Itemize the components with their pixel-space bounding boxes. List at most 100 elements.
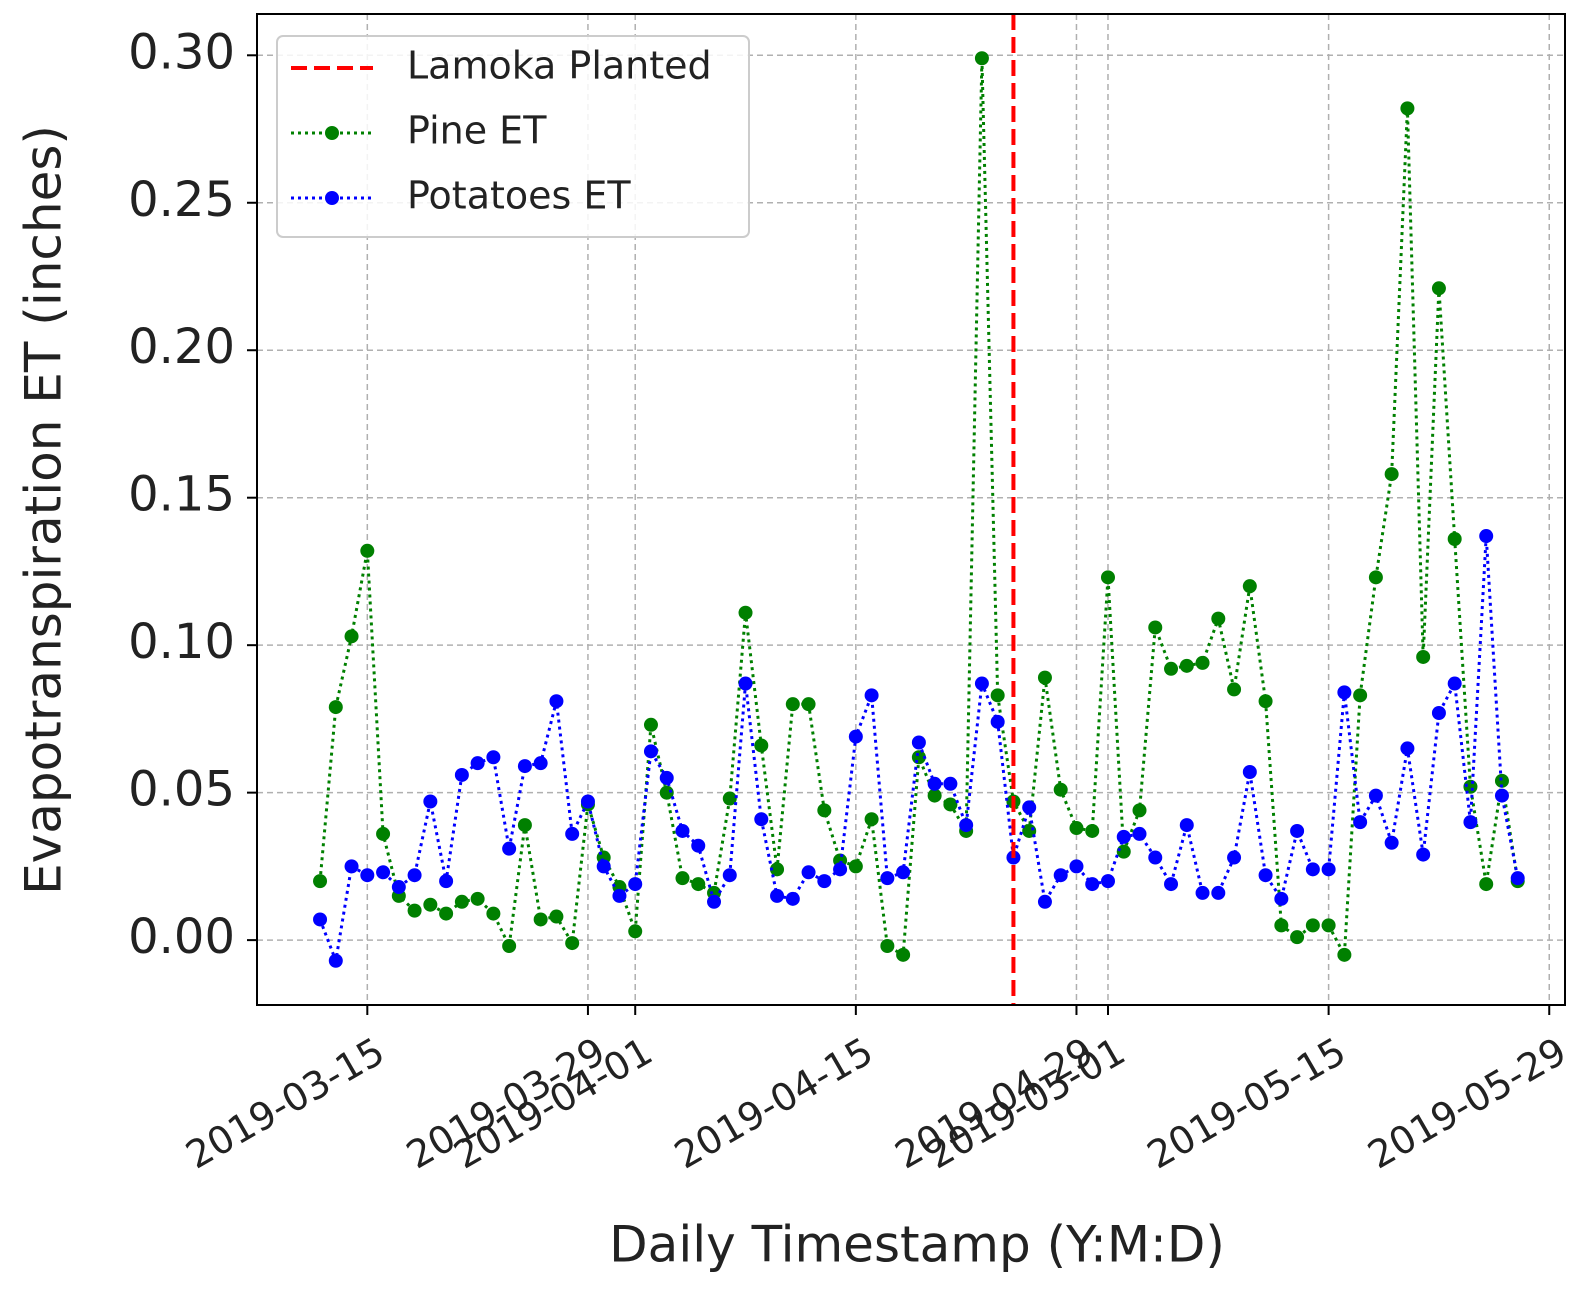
series-marker <box>990 688 1005 703</box>
series-marker <box>817 803 832 818</box>
series-marker <box>1290 930 1305 945</box>
series-marker <box>1179 658 1194 673</box>
y-tick-label: 0.05 <box>128 762 235 818</box>
series-marker <box>1148 850 1163 865</box>
series-marker <box>1242 764 1257 779</box>
series-marker <box>517 759 532 774</box>
y-tick-label: 0.00 <box>128 909 235 965</box>
series-marker <box>911 735 926 750</box>
series-marker <box>1447 676 1462 691</box>
series-marker <box>1431 706 1446 721</box>
series-marker <box>1353 688 1368 703</box>
series-marker <box>801 865 816 880</box>
legend-label: Lamoka Planted <box>407 44 712 88</box>
series-marker <box>596 859 611 874</box>
series-marker <box>754 812 769 827</box>
series-marker <box>628 924 643 939</box>
series-marker <box>1494 788 1509 803</box>
series-marker <box>722 791 737 806</box>
series-marker <box>580 794 595 809</box>
plot-frame <box>256 13 1566 1006</box>
series-marker <box>1416 847 1431 862</box>
series-marker <box>1384 835 1399 850</box>
series-marker <box>502 841 517 856</box>
series-marker <box>990 714 1005 729</box>
series-marker <box>1132 826 1147 841</box>
series-marker <box>1431 281 1446 296</box>
series-marker <box>880 939 895 954</box>
series-marker <box>1085 877 1100 892</box>
series-marker <box>1148 620 1163 635</box>
series-marker <box>1069 859 1084 874</box>
series-marker <box>344 629 359 644</box>
series-marker <box>1479 877 1494 892</box>
series-marker <box>722 868 737 883</box>
series-marker <box>470 891 485 906</box>
series-marker <box>1353 815 1368 830</box>
x-axis-label: Daily Timestamp (Y:M:D) <box>609 1216 1225 1274</box>
legend-label: Pine ET <box>407 109 547 153</box>
series-marker <box>360 868 375 883</box>
series-marker <box>565 936 580 951</box>
series-marker <box>754 738 769 753</box>
series-marker <box>1305 862 1320 877</box>
series-marker <box>1258 868 1273 883</box>
series-marker <box>943 776 958 791</box>
series-marker <box>1494 773 1509 788</box>
series-marker <box>896 947 911 962</box>
series-marker <box>864 812 879 827</box>
series-marker <box>439 906 454 921</box>
series-marker <box>927 776 942 791</box>
series-marker <box>675 871 690 886</box>
series-marker <box>1085 823 1100 838</box>
series-marker <box>1053 782 1068 797</box>
series-marker <box>549 909 564 924</box>
series-marker <box>691 838 706 853</box>
series-marker <box>880 871 895 886</box>
series-marker <box>1116 844 1131 859</box>
series-marker <box>1384 467 1399 482</box>
x-tick-label: 2019-05-15 <box>1140 1029 1353 1178</box>
series-marker <box>896 865 911 880</box>
series-marker <box>1400 101 1415 116</box>
series-marker <box>360 543 375 558</box>
y-tick-label: 0.20 <box>128 319 235 375</box>
series-marker <box>1100 874 1115 889</box>
series-marker <box>707 894 722 909</box>
series-marker <box>1258 694 1273 709</box>
series-marker <box>1337 947 1352 962</box>
series-marker <box>391 880 406 895</box>
series-marker <box>691 877 706 892</box>
series-marker <box>848 729 863 744</box>
series-marker <box>1337 685 1352 700</box>
series-marker <box>376 826 391 841</box>
legend-marker <box>325 126 339 140</box>
series-marker <box>643 717 658 732</box>
x-tick-label: 2019-03-15 <box>179 1029 392 1178</box>
series-marker <box>785 697 800 712</box>
series-marker <box>659 785 674 800</box>
series-marker <box>1227 682 1242 697</box>
series-marker <box>1164 877 1179 892</box>
series-marker <box>549 694 564 709</box>
series-marker <box>1274 891 1289 906</box>
series-marker <box>1037 894 1052 909</box>
x-tick-label: 2019-04-15 <box>667 1029 880 1178</box>
series-marker <box>1321 862 1336 877</box>
series-marker <box>517 818 532 833</box>
series-marker <box>565 826 580 841</box>
series-marker <box>1274 918 1289 933</box>
series-marker <box>313 874 328 889</box>
series-marker <box>738 676 753 691</box>
y-axis-label: Evapotranspiration ET (inches) <box>15 125 73 895</box>
series-marker <box>864 688 879 703</box>
series-marker <box>801 697 816 712</box>
series-marker <box>943 797 958 812</box>
series-marker <box>1132 803 1147 818</box>
x-tick-label: 2019-05-29 <box>1360 1029 1573 1178</box>
y-tick-label: 0.30 <box>128 24 235 80</box>
series-marker <box>770 862 785 877</box>
series-marker <box>1305 918 1320 933</box>
series-marker <box>974 676 989 691</box>
series-marker <box>344 859 359 874</box>
